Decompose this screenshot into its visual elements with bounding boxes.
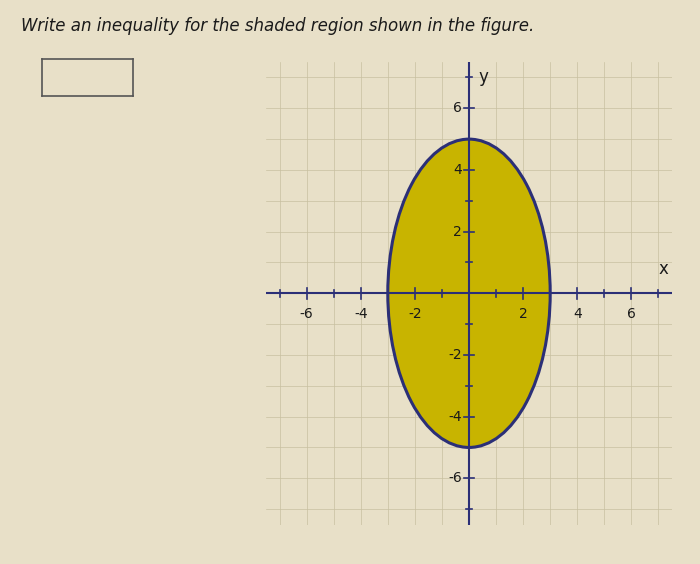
Text: -2: -2 — [449, 348, 462, 362]
Text: 6: 6 — [627, 307, 636, 321]
Ellipse shape — [388, 139, 550, 447]
Text: y: y — [479, 68, 489, 86]
Text: -2: -2 — [408, 307, 421, 321]
Text: -4: -4 — [449, 409, 462, 424]
Text: -6: -6 — [449, 472, 462, 485]
Text: 4: 4 — [573, 307, 582, 321]
Text: 2: 2 — [519, 307, 528, 321]
Text: 4: 4 — [454, 163, 462, 177]
Text: x: x — [659, 260, 668, 278]
Text: 2: 2 — [454, 224, 462, 239]
Text: Write an inequality for the shaded region shown in the figure.: Write an inequality for the shaded regio… — [21, 17, 534, 35]
Text: 6: 6 — [454, 102, 462, 115]
Text: -6: -6 — [300, 307, 314, 321]
Text: -4: -4 — [354, 307, 368, 321]
